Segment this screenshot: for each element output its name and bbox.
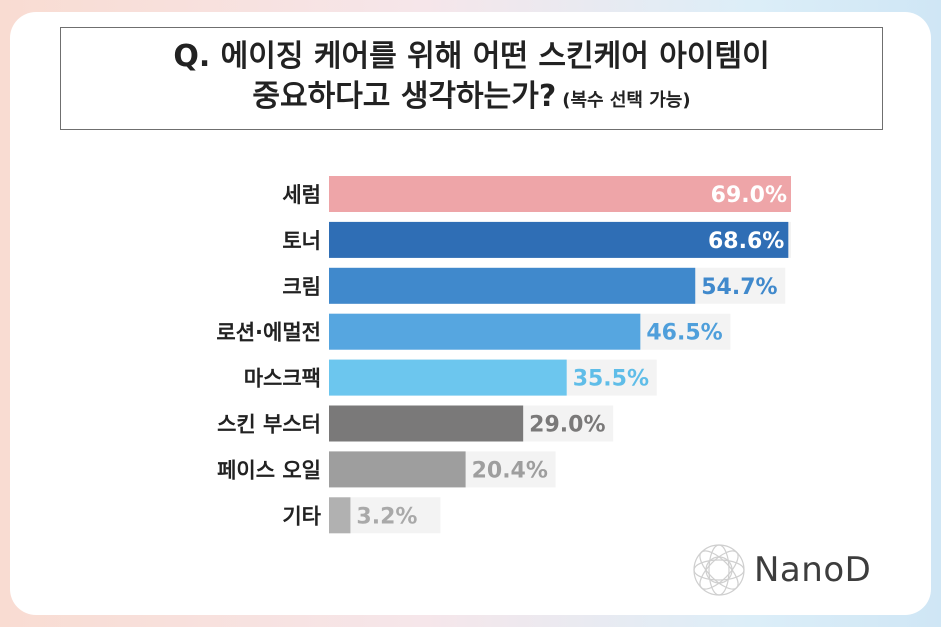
value-label: 69.0%	[711, 183, 787, 208]
value-label: 54.7%	[701, 275, 777, 300]
chart-title-box: Q. 에이징 케어를 위해 어떤 스킨케어 아이템이 중요하다고 생각하는가?(…	[60, 27, 883, 130]
category-label: 크림	[282, 275, 321, 299]
value-label: 20.4%	[472, 458, 548, 483]
bar-8	[329, 497, 351, 534]
bar-6	[329, 405, 524, 442]
bar-4	[329, 313, 641, 350]
category-label: 세럼	[282, 183, 321, 207]
category-label: 기타	[282, 504, 321, 528]
bar-3	[329, 267, 696, 304]
category-label: 토너	[282, 229, 321, 253]
value-label: 35.5%	[573, 367, 649, 392]
category-label: 로션·에멀전	[216, 321, 321, 345]
logo-text: NanoD	[754, 550, 872, 590]
value-label: 68.6%	[708, 229, 784, 254]
category-label: 마스크팩	[244, 367, 321, 391]
bar-1	[329, 176, 791, 212]
value-label: 29.0%	[529, 413, 605, 438]
bar-2	[329, 221, 789, 258]
chart-title-line1: Q. 에이징 케어를 위해 어떤 스킨케어 아이템이	[173, 38, 770, 74]
chart-title-line2-text: 중요하다고 생각하는가?	[252, 78, 557, 114]
category-label: 스킨 부스터	[217, 413, 321, 437]
bar-7	[329, 451, 466, 488]
value-label: 46.5%	[646, 321, 722, 346]
category-label: 페이스 오일	[217, 458, 321, 482]
chart-title-line2: 중요하다고 생각하는가? (복수 선택 가능)	[252, 77, 690, 121]
bar-5	[329, 359, 567, 396]
nanod-logo: NanoD	[690, 540, 890, 600]
diamond-wreath-icon	[693, 544, 745, 596]
chart-title-note: (복수 선택 가능)	[562, 89, 691, 111]
value-label: 3.2%	[356, 504, 417, 529]
